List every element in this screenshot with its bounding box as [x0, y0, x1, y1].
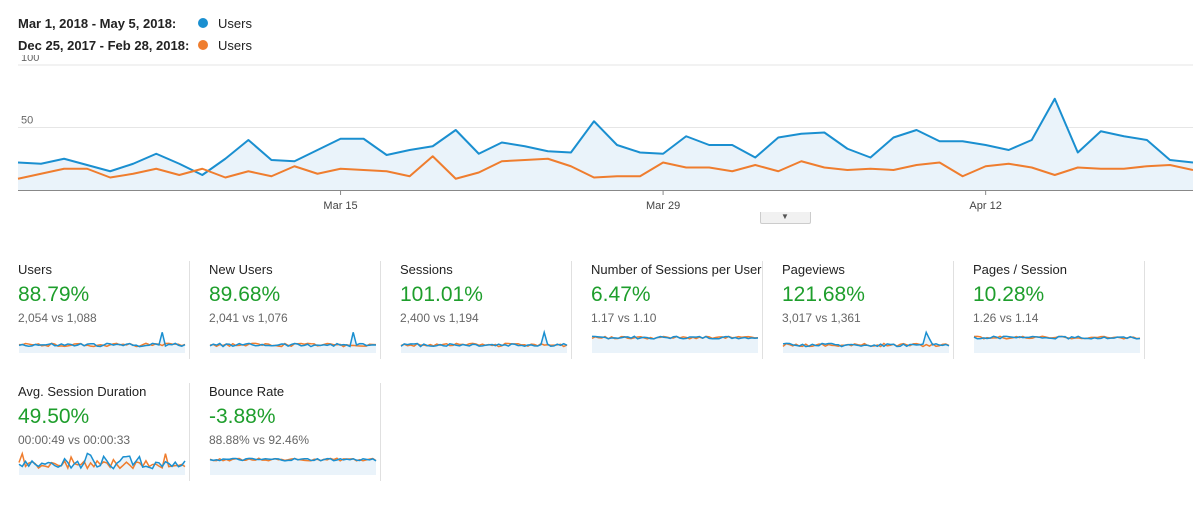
metric-tile[interactable]: Pageviews 121.68% 3,017 vs 1,361	[764, 261, 954, 359]
metric-label: Pageviews	[782, 262, 845, 277]
metric-sparkline	[400, 329, 568, 353]
tile-divider	[189, 383, 190, 481]
sparkline-current	[18, 332, 186, 348]
metric-tile[interactable]: Avg. Session Duration 49.50% 00:00:49 vs 0…	[0, 383, 190, 481]
legend-row-previous: Dec 25, 2017 - Feb 28, 2018: Users	[18, 34, 252, 56]
series-line-current	[17, 97, 1193, 176]
sparkline-area	[19, 453, 185, 475]
metric-change-percent: 10.28%	[973, 283, 1045, 306]
legend-row-current: Mar 1, 2018 - May 5, 2018: Users	[18, 12, 252, 34]
metric-sparkline	[18, 451, 186, 475]
x-tick-label: Apr 12	[969, 200, 1001, 212]
metric-label: Number of Sessions per User	[591, 262, 762, 277]
metric-change-percent: 121.68%	[782, 283, 865, 306]
metric-comparison: 3,017 vs 1,361	[782, 311, 861, 325]
metric-tile[interactable]: Pages / Session 10.28% 1.26 vs 1.14	[955, 261, 1145, 359]
users-line-chart: 100 50 Mar 15 Mar 29 Apr 12	[17, 55, 1193, 212]
legend-dot-previous	[198, 40, 208, 50]
x-tick-label: Mar 29	[646, 200, 680, 212]
metric-comparison: 1.26 vs 1.14	[973, 311, 1039, 325]
sparkline-current	[400, 329, 568, 348]
tile-divider	[953, 261, 954, 359]
metric-tile[interactable]: Users 88.79% 2,054 vs 1,088	[0, 261, 190, 359]
caret-down-icon: ▼	[781, 212, 789, 221]
sparkline-area	[210, 458, 376, 475]
sparkline-area	[401, 332, 567, 353]
metric-tile[interactable]: Bounce Rate -3.88% 88.88% vs 92.46%	[191, 383, 381, 481]
legend-series-previous: Users	[218, 37, 252, 53]
metric-change-percent: 49.50%	[18, 405, 90, 428]
tile-divider	[571, 261, 572, 359]
series-line-previous	[17, 155, 1193, 180]
sparkline-current	[591, 335, 759, 340]
sparkline-area	[974, 336, 1140, 353]
legend-range-current: Mar 1, 2018 - May 5, 2018:	[18, 15, 177, 31]
tile-divider	[380, 261, 381, 359]
sparkline-area	[592, 336, 758, 353]
x-tick-label: Mar 15	[323, 200, 357, 212]
sparkline-area	[210, 332, 376, 353]
sparkline-current	[973, 335, 1141, 340]
metric-label: Users	[18, 262, 52, 277]
metric-tile[interactable]: Sessions 101.01% 2,400 vs 1,194	[382, 261, 572, 359]
metric-comparison: 2,041 vs 1,076	[209, 311, 288, 325]
metric-label: New Users	[209, 262, 273, 277]
metric-sparkline	[209, 457, 377, 475]
metric-sparkline	[782, 330, 950, 353]
tile-divider	[1144, 261, 1145, 359]
metric-label: Avg. Session Duration	[18, 384, 147, 399]
metric-comparison: 1.17 vs 1.10	[591, 311, 657, 325]
metric-change-percent: 101.01%	[400, 283, 483, 306]
metric-label: Sessions	[400, 262, 453, 277]
metric-change-percent: -3.88%	[209, 405, 276, 428]
sparkline-current	[782, 330, 950, 348]
legend-range-previous: Dec 25, 2017 - Feb 28, 2018:	[18, 37, 190, 53]
sparkline-current	[209, 457, 377, 462]
metric-change-percent: 6.47%	[591, 283, 651, 306]
sparkline-current	[209, 332, 377, 348]
metric-comparison: 2,054 vs 1,088	[18, 311, 97, 325]
metric-tile[interactable]: New Users 89.68% 2,041 vs 1,076	[191, 261, 381, 359]
metric-comparison: 00:00:49 vs 00:00:33	[18, 433, 131, 447]
tile-divider	[189, 261, 190, 359]
metric-tile[interactable]: Number of Sessions per User 6.47% 1.17 vs …	[573, 261, 763, 359]
metric-change-percent: 89.68%	[209, 283, 281, 306]
metric-sparkline	[18, 332, 186, 353]
sparkline-area	[783, 332, 949, 353]
metric-comparison: 2,400 vs 1,194	[400, 311, 479, 325]
chart-legend: Mar 1, 2018 - May 5, 2018: Users Dec 25,…	[18, 12, 252, 56]
tile-divider	[762, 261, 763, 359]
series-area-current	[18, 98, 1193, 190]
metric-change-percent: 88.79%	[18, 283, 90, 306]
metric-label: Pages / Session	[973, 262, 1067, 277]
chart-collapse-toggle[interactable]: ▼	[760, 212, 811, 224]
legend-series-current: Users	[218, 15, 252, 31]
y-tick-label: 50	[21, 115, 33, 127]
tile-divider	[380, 383, 381, 481]
metric-sparkline	[973, 335, 1141, 353]
sparkline-area	[19, 332, 185, 353]
metric-label: Bounce Rate	[209, 384, 285, 399]
legend-dot-current	[198, 18, 208, 28]
sparkline-current	[18, 452, 186, 470]
y-tick-label: 100	[21, 55, 39, 64]
metric-comparison: 88.88% vs 92.46%	[209, 433, 310, 447]
metric-sparkline	[591, 335, 759, 353]
metric-sparkline	[209, 332, 377, 353]
